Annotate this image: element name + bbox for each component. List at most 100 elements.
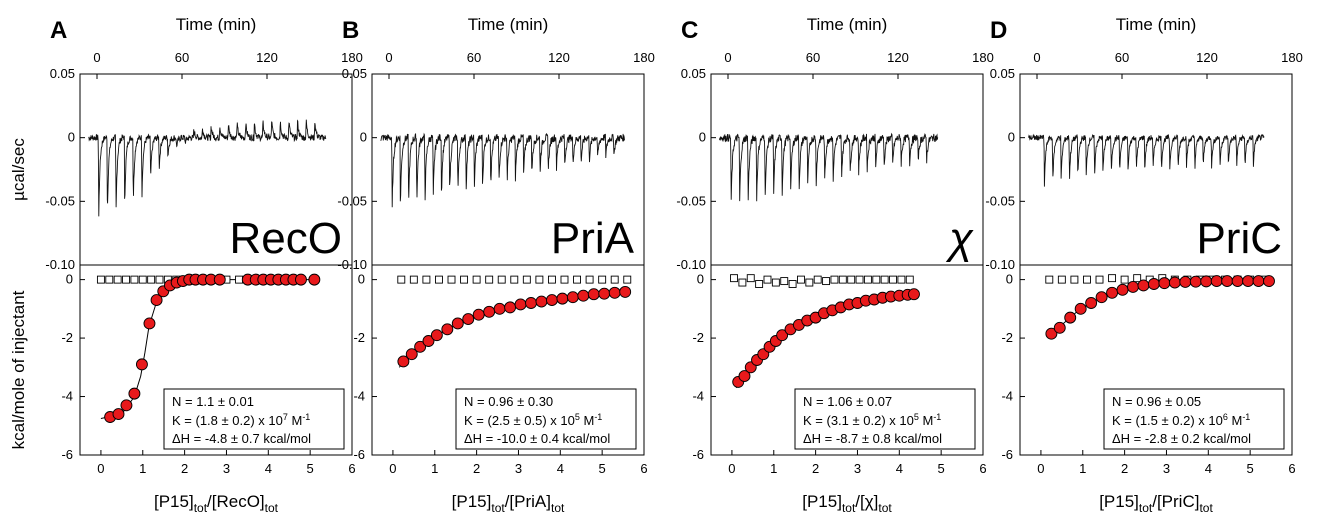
binding-point bbox=[150, 294, 163, 307]
protein-label: RecO bbox=[230, 214, 342, 263]
bottom-x-tick-label: 3 bbox=[515, 461, 522, 476]
fit-k-value: K = (2.5 ± 0.5) x 105 M-1 bbox=[464, 412, 602, 428]
binding-point bbox=[1045, 327, 1058, 340]
top-x-tick-label: 0 bbox=[1033, 50, 1040, 65]
control-point bbox=[788, 280, 797, 288]
binding-point bbox=[545, 294, 558, 307]
panel-a: A Time (min)0 60 120 1800.050-0.05-0.100-2-4… bbox=[45, 15, 362, 515]
top-y-tick-label: 0 bbox=[1008, 130, 1015, 145]
fit-k-value: K = (1.8 ± 0.2) x 107 M-1 bbox=[172, 412, 310, 428]
bottom-x-tick-label: 5 bbox=[599, 461, 606, 476]
panel-letter: D bbox=[990, 17, 1007, 44]
binding-point bbox=[908, 288, 920, 301]
top-x-axis-label: Time (min) bbox=[807, 15, 888, 34]
top-y-tick-label: -0.10 bbox=[337, 257, 367, 272]
bottom-x-axis-label: [P15]tot/[PriC]tot bbox=[1099, 492, 1213, 515]
top-x-tick-label: 180 bbox=[1281, 50, 1303, 65]
top-y-tick-label: 0.05 bbox=[990, 66, 1015, 81]
binding-point bbox=[1106, 286, 1119, 299]
control-point bbox=[138, 275, 147, 284]
control-point bbox=[105, 275, 114, 284]
control-point bbox=[905, 275, 914, 284]
bottom-x-axis-label: [P15]tot/[PriA]tot bbox=[452, 492, 565, 515]
thermogram-trace bbox=[719, 132, 939, 202]
control-point bbox=[805, 278, 814, 287]
control-point bbox=[409, 275, 418, 284]
top-y-tick-label: 0 bbox=[68, 130, 75, 145]
control-point bbox=[560, 275, 569, 284]
binding-point bbox=[525, 297, 537, 309]
binding-point bbox=[1127, 280, 1139, 293]
control-point bbox=[435, 275, 443, 284]
binding-point bbox=[1137, 279, 1150, 292]
control-point bbox=[880, 275, 889, 284]
bottom-x-tick-label: 2 bbox=[473, 461, 480, 476]
binding-point bbox=[556, 292, 569, 305]
binding-point bbox=[776, 329, 789, 342]
control-point bbox=[547, 275, 556, 284]
binding-point bbox=[598, 287, 611, 300]
top-x-tick-label: 60 bbox=[175, 50, 189, 65]
binding-point bbox=[493, 302, 506, 315]
bottom-x-tick-label: 5 bbox=[307, 461, 314, 476]
binding-point bbox=[128, 387, 141, 400]
binding-point bbox=[1252, 275, 1265, 288]
protein-label: PriC bbox=[1196, 214, 1282, 263]
fit-result-box bbox=[794, 388, 976, 450]
bottom-x-tick-label: 2 bbox=[1121, 461, 1128, 476]
control-point bbox=[746, 274, 755, 283]
binding-point bbox=[1147, 278, 1160, 290]
top-x-tick-label: 180 bbox=[341, 50, 363, 65]
binding-point bbox=[430, 329, 443, 342]
control-point bbox=[872, 275, 881, 284]
binding-point bbox=[120, 399, 133, 412]
binding-point bbox=[213, 273, 226, 286]
control-point bbox=[155, 275, 164, 284]
control-point bbox=[780, 277, 789, 286]
binding-point bbox=[1168, 276, 1181, 289]
bottom-y-axis-label: kcal/mole of injectant bbox=[9, 290, 28, 449]
control-point bbox=[1108, 274, 1117, 283]
bottom-x-tick-label: 4 bbox=[557, 461, 564, 476]
control-point bbox=[122, 275, 130, 284]
binding-point bbox=[1263, 275, 1275, 288]
binding-point bbox=[405, 348, 418, 361]
control-point bbox=[897, 275, 906, 284]
protein-label: χ bbox=[945, 214, 974, 263]
control-point bbox=[610, 275, 619, 284]
control-point bbox=[147, 275, 156, 284]
binding-point bbox=[483, 305, 496, 318]
control-point bbox=[1133, 274, 1142, 283]
control-point bbox=[598, 275, 607, 284]
panel-letter: B bbox=[342, 17, 359, 44]
top-y-tick-label: -0.05 bbox=[337, 193, 367, 208]
binding-point bbox=[414, 340, 427, 353]
binding-point bbox=[1085, 297, 1098, 309]
bottom-x-tick-label: 4 bbox=[1205, 461, 1212, 476]
control-point bbox=[113, 275, 122, 284]
binding-point bbox=[1179, 276, 1192, 288]
binding-point bbox=[1053, 321, 1066, 334]
top-y-tick-label: 0 bbox=[360, 130, 367, 145]
control-point bbox=[472, 275, 481, 284]
binding-point bbox=[112, 408, 125, 421]
bottom-y-tick-label: -6 bbox=[692, 447, 704, 462]
control-point bbox=[585, 275, 594, 284]
control-point bbox=[623, 275, 632, 284]
binding-point bbox=[619, 285, 632, 298]
top-x-axis-label: Time (min) bbox=[468, 15, 549, 34]
bottom-plot-frame bbox=[79, 264, 353, 456]
protein-label: PriA bbox=[551, 214, 635, 263]
bottom-x-tick-label: 1 bbox=[1079, 461, 1086, 476]
control-point bbox=[422, 275, 431, 284]
binding-point bbox=[1189, 275, 1202, 288]
bottom-x-tick-label: 1 bbox=[139, 461, 146, 476]
bottom-y-tick-label: -4 bbox=[1001, 389, 1013, 404]
top-x-tick-label: 0 bbox=[93, 50, 100, 65]
binding-point bbox=[472, 308, 485, 321]
bottom-x-tick-label: 0 bbox=[97, 461, 104, 476]
binding-point bbox=[294, 273, 307, 286]
bottom-x-tick-label: 6 bbox=[640, 461, 647, 476]
binding-point bbox=[1200, 275, 1213, 288]
